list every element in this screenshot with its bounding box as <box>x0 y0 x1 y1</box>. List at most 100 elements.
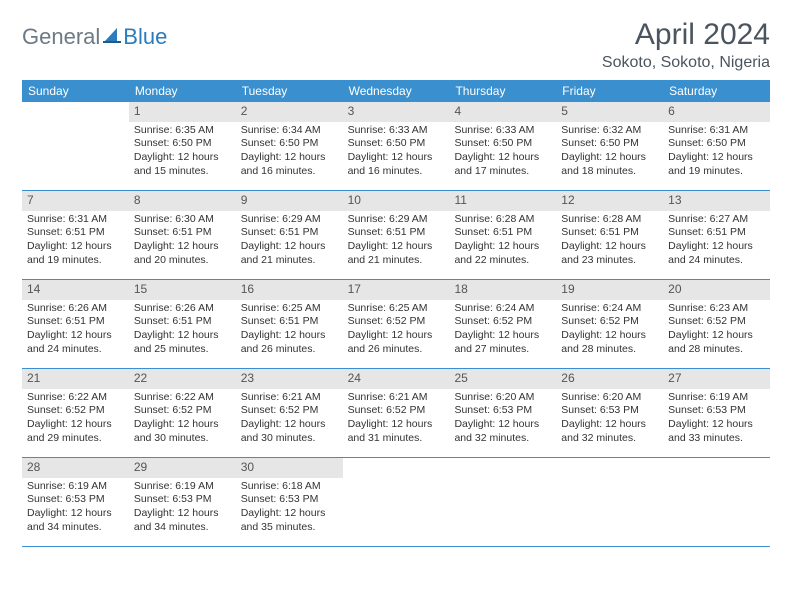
day-body: Sunrise: 6:28 AMSunset: 6:51 PMDaylight:… <box>556 211 663 274</box>
location: Sokoto, Sokoto, Nigeria <box>602 54 770 72</box>
day-sunset: Sunset: 6:51 PM <box>561 226 658 240</box>
header: General Blue April 2024 Sokoto, Sokoto, … <box>22 18 770 72</box>
day-body: Sunrise: 6:34 AMSunset: 6:50 PMDaylight:… <box>236 122 343 185</box>
day-daylight2: and 24 minutes. <box>27 343 124 357</box>
day-cell <box>22 102 129 190</box>
day-cell: 21Sunrise: 6:22 AMSunset: 6:52 PMDayligh… <box>22 369 129 457</box>
day-daylight1: Daylight: 12 hours <box>134 329 231 343</box>
day-daylight1: Daylight: 12 hours <box>241 240 338 254</box>
week-row: 14Sunrise: 6:26 AMSunset: 6:51 PMDayligh… <box>22 280 770 369</box>
day-cell: 30Sunrise: 6:18 AMSunset: 6:53 PMDayligh… <box>236 458 343 546</box>
day-number: 29 <box>129 458 236 478</box>
day-daylight2: and 26 minutes. <box>348 343 445 357</box>
day-daylight1: Daylight: 12 hours <box>134 507 231 521</box>
day-body: Sunrise: 6:33 AMSunset: 6:50 PMDaylight:… <box>449 122 556 185</box>
day-body: Sunrise: 6:29 AMSunset: 6:51 PMDaylight:… <box>343 211 450 274</box>
day-sunset: Sunset: 6:51 PM <box>454 226 551 240</box>
day-cell: 8Sunrise: 6:30 AMSunset: 6:51 PMDaylight… <box>129 191 236 279</box>
day-body: Sunrise: 6:31 AMSunset: 6:51 PMDaylight:… <box>22 211 129 274</box>
day-number: 21 <box>22 369 129 389</box>
day-sunrise: Sunrise: 6:32 AM <box>561 124 658 138</box>
day-sunset: Sunset: 6:53 PM <box>668 404 765 418</box>
day-daylight1: Daylight: 12 hours <box>134 418 231 432</box>
logo-text-blue: Blue <box>123 24 167 50</box>
day-daylight2: and 30 minutes. <box>241 432 338 446</box>
day-sunset: Sunset: 6:53 PM <box>561 404 658 418</box>
day-daylight2: and 20 minutes. <box>134 254 231 268</box>
day-daylight1: Daylight: 12 hours <box>561 151 658 165</box>
day-number: 15 <box>129 280 236 300</box>
day-body: Sunrise: 6:20 AMSunset: 6:53 PMDaylight:… <box>556 389 663 452</box>
weekday-header: Sunday <box>22 80 129 102</box>
day-sunrise: Sunrise: 6:20 AM <box>561 391 658 405</box>
day-number: 3 <box>343 102 450 122</box>
day-daylight2: and 19 minutes. <box>27 254 124 268</box>
day-sunset: Sunset: 6:53 PM <box>454 404 551 418</box>
day-cell: 5Sunrise: 6:32 AMSunset: 6:50 PMDaylight… <box>556 102 663 190</box>
day-daylight1: Daylight: 12 hours <box>348 329 445 343</box>
day-cell: 29Sunrise: 6:19 AMSunset: 6:53 PMDayligh… <box>129 458 236 546</box>
day-cell: 7Sunrise: 6:31 AMSunset: 6:51 PMDaylight… <box>22 191 129 279</box>
day-daylight2: and 32 minutes. <box>454 432 551 446</box>
day-sunset: Sunset: 6:50 PM <box>561 137 658 151</box>
day-cell <box>449 458 556 546</box>
day-sunrise: Sunrise: 6:33 AM <box>454 124 551 138</box>
day-number: 1 <box>129 102 236 122</box>
day-sunrise: Sunrise: 6:31 AM <box>668 124 765 138</box>
day-daylight2: and 34 minutes. <box>134 521 231 535</box>
day-daylight1: Daylight: 12 hours <box>241 507 338 521</box>
day-sunrise: Sunrise: 6:22 AM <box>134 391 231 405</box>
day-number: 2 <box>236 102 343 122</box>
day-number: 8 <box>129 191 236 211</box>
day-cell: 25Sunrise: 6:20 AMSunset: 6:53 PMDayligh… <box>449 369 556 457</box>
day-daylight1: Daylight: 12 hours <box>668 329 765 343</box>
day-body: Sunrise: 6:25 AMSunset: 6:51 PMDaylight:… <box>236 300 343 363</box>
day-number: 9 <box>236 191 343 211</box>
day-cell: 4Sunrise: 6:33 AMSunset: 6:50 PMDaylight… <box>449 102 556 190</box>
day-sunrise: Sunrise: 6:19 AM <box>27 480 124 494</box>
day-body: Sunrise: 6:21 AMSunset: 6:52 PMDaylight:… <box>343 389 450 452</box>
day-cell: 12Sunrise: 6:28 AMSunset: 6:51 PMDayligh… <box>556 191 663 279</box>
day-body: Sunrise: 6:22 AMSunset: 6:52 PMDaylight:… <box>22 389 129 452</box>
week-row: 7Sunrise: 6:31 AMSunset: 6:51 PMDaylight… <box>22 191 770 280</box>
day-number: 14 <box>22 280 129 300</box>
day-body: Sunrise: 6:30 AMSunset: 6:51 PMDaylight:… <box>129 211 236 274</box>
day-number: 6 <box>663 102 770 122</box>
day-body: Sunrise: 6:19 AMSunset: 6:53 PMDaylight:… <box>129 478 236 541</box>
day-cell: 24Sunrise: 6:21 AMSunset: 6:52 PMDayligh… <box>343 369 450 457</box>
logo: General Blue <box>22 24 167 50</box>
day-sunrise: Sunrise: 6:21 AM <box>241 391 338 405</box>
day-cell: 3Sunrise: 6:33 AMSunset: 6:50 PMDaylight… <box>343 102 450 190</box>
day-daylight1: Daylight: 12 hours <box>561 329 658 343</box>
calendar: Sunday Monday Tuesday Wednesday Thursday… <box>22 80 770 547</box>
day-sunset: Sunset: 6:51 PM <box>348 226 445 240</box>
day-sunset: Sunset: 6:53 PM <box>134 493 231 507</box>
day-sunrise: Sunrise: 6:30 AM <box>134 213 231 227</box>
day-number: 17 <box>343 280 450 300</box>
day-daylight1: Daylight: 12 hours <box>561 418 658 432</box>
day-number: 12 <box>556 191 663 211</box>
day-daylight2: and 31 minutes. <box>348 432 445 446</box>
day-body: Sunrise: 6:18 AMSunset: 6:53 PMDaylight:… <box>236 478 343 541</box>
weekday-header: Wednesday <box>343 80 450 102</box>
day-body: Sunrise: 6:26 AMSunset: 6:51 PMDaylight:… <box>129 300 236 363</box>
day-daylight1: Daylight: 12 hours <box>454 151 551 165</box>
day-daylight1: Daylight: 12 hours <box>241 329 338 343</box>
weekday-header: Tuesday <box>236 80 343 102</box>
day-cell: 10Sunrise: 6:29 AMSunset: 6:51 PMDayligh… <box>343 191 450 279</box>
day-daylight2: and 26 minutes. <box>241 343 338 357</box>
day-body: Sunrise: 6:29 AMSunset: 6:51 PMDaylight:… <box>236 211 343 274</box>
day-body <box>343 462 450 470</box>
day-cell <box>556 458 663 546</box>
day-number: 25 <box>449 369 556 389</box>
day-sunset: Sunset: 6:50 PM <box>668 137 765 151</box>
month-title: April 2024 <box>602 18 770 52</box>
day-sunrise: Sunrise: 6:26 AM <box>134 302 231 316</box>
day-number: 24 <box>343 369 450 389</box>
weekday-header: Monday <box>129 80 236 102</box>
day-body <box>663 462 770 470</box>
day-sunrise: Sunrise: 6:29 AM <box>241 213 338 227</box>
day-cell: 22Sunrise: 6:22 AMSunset: 6:52 PMDayligh… <box>129 369 236 457</box>
day-cell: 18Sunrise: 6:24 AMSunset: 6:52 PMDayligh… <box>449 280 556 368</box>
day-sunset: Sunset: 6:52 PM <box>134 404 231 418</box>
